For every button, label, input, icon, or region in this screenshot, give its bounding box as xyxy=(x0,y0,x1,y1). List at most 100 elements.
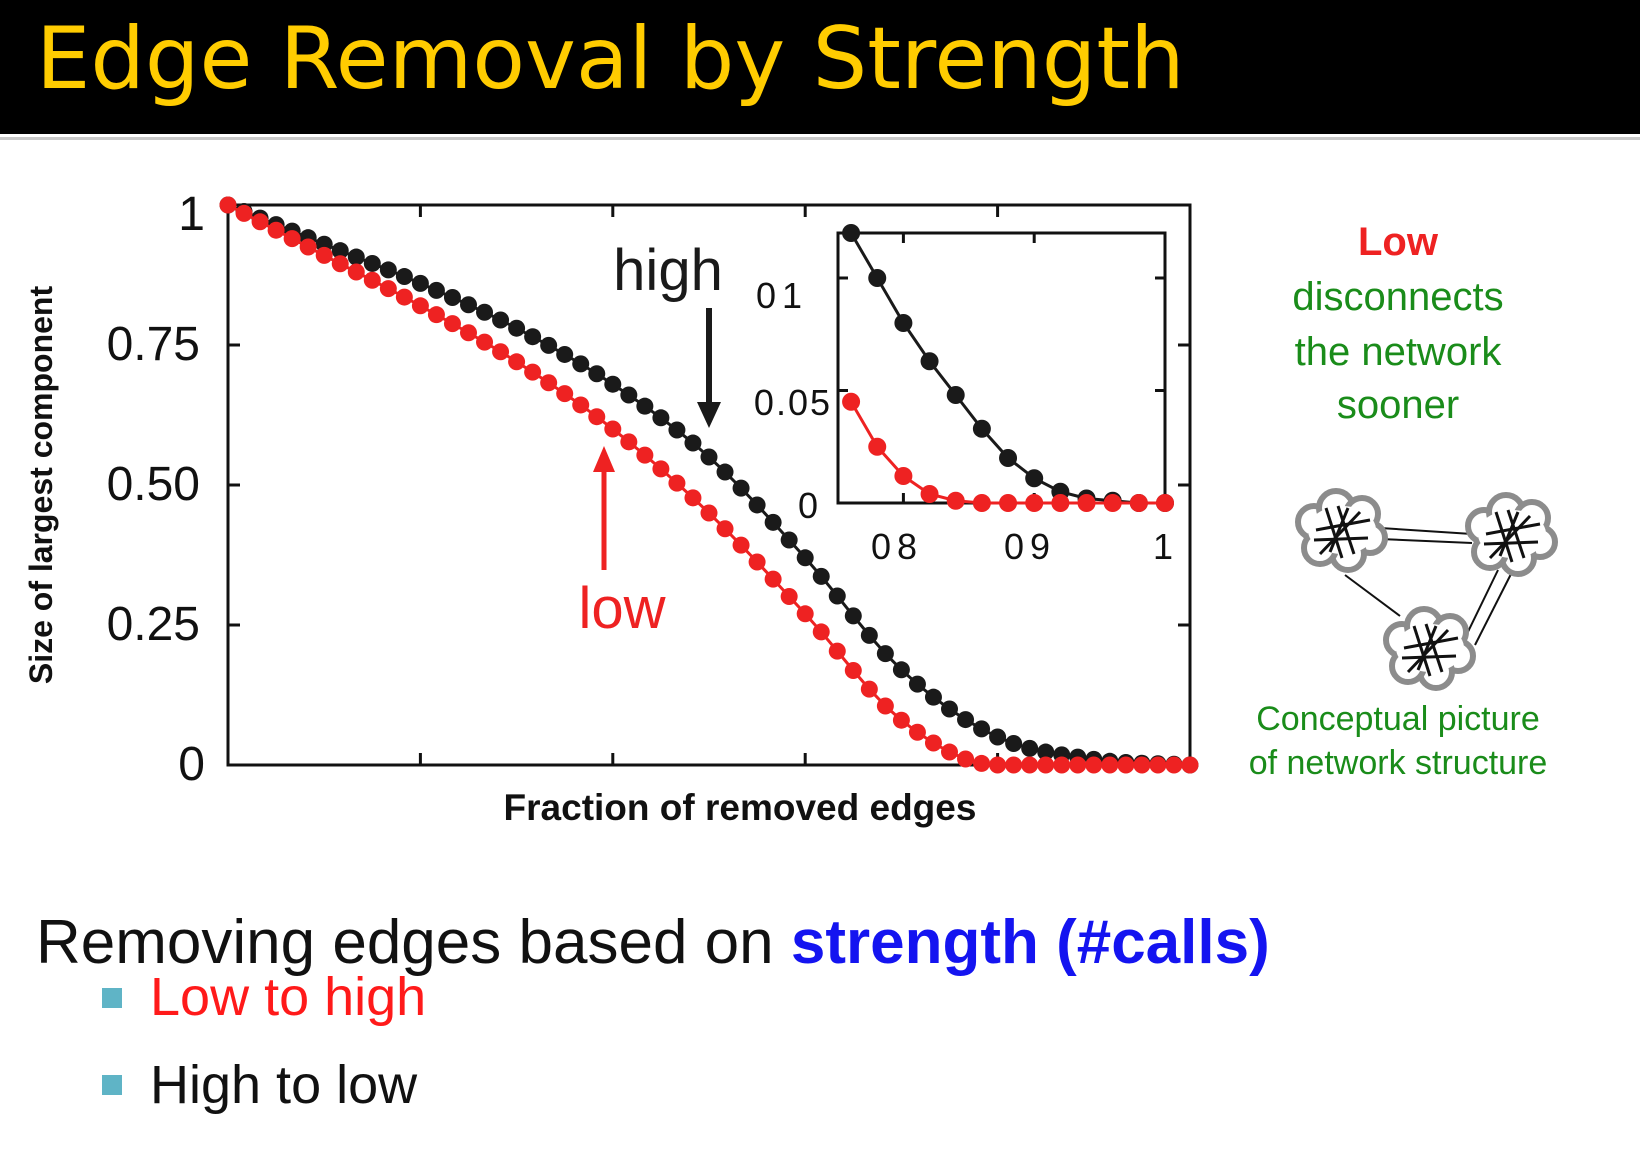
data-point-low xyxy=(427,306,445,324)
inset-data-point-high xyxy=(894,314,913,332)
inset-data-point-high xyxy=(842,224,861,242)
data-point-low xyxy=(347,263,365,281)
data-point-high xyxy=(379,261,397,279)
edge-removal-chart: 1 0.75 0.50 0.25 0 Size of largest compo… xyxy=(23,188,1558,828)
data-point-low xyxy=(941,743,958,761)
diagram-caption-line: Conceptual picture xyxy=(1256,700,1540,738)
bullet-low-to-high: Low to high xyxy=(150,967,427,1027)
bullet-high-to-low: High to low xyxy=(150,1055,418,1115)
data-point-low xyxy=(572,396,590,414)
data-point-high xyxy=(764,513,782,531)
data-point-high xyxy=(347,248,365,266)
y-tick-label: 0.75 xyxy=(107,318,200,371)
data-point-low xyxy=(989,756,1007,774)
data-point-low xyxy=(315,246,333,264)
data-point-low xyxy=(267,221,285,239)
data-point-low xyxy=(1133,756,1151,774)
data-point-high xyxy=(844,607,862,625)
data-point-high xyxy=(524,328,542,346)
bullet-marker xyxy=(102,1075,122,1095)
data-point-high xyxy=(668,421,686,439)
data-point-low xyxy=(716,520,734,538)
inset-data-point-high xyxy=(920,352,939,371)
cluster-cloud xyxy=(1295,488,1388,573)
inset-data-point-high xyxy=(946,386,965,404)
data-point-low xyxy=(299,238,317,256)
inset-data-point-low xyxy=(842,392,861,411)
data-point-high xyxy=(876,645,894,663)
data-point-low xyxy=(780,587,798,605)
inset-data-point-low xyxy=(920,485,939,503)
data-point-high xyxy=(588,365,606,383)
inset-x-tick-label: 09 xyxy=(1004,526,1056,567)
inset-y-tick-label: 0.05 xyxy=(754,382,832,423)
data-point-low xyxy=(524,363,542,381)
inset-data-point-high xyxy=(868,269,887,287)
low-arrow-head xyxy=(593,446,615,472)
inter-cluster-link xyxy=(1474,573,1512,646)
main-axis-ticks xyxy=(228,205,1190,765)
inset-data-point-low xyxy=(999,494,1018,512)
data-point-high xyxy=(652,409,670,427)
data-point-low xyxy=(636,446,654,464)
inset-y-tick-label: 01 xyxy=(756,275,808,316)
data-point-low xyxy=(732,536,750,554)
data-point-high xyxy=(443,289,461,307)
inset-x-tick-label: 08 xyxy=(871,526,923,567)
inset-data-point-high xyxy=(972,419,991,438)
inset-data-point-low xyxy=(972,494,991,512)
data-point-high xyxy=(957,711,975,729)
cluster-cloud xyxy=(1383,606,1476,691)
data-point-low xyxy=(588,408,606,426)
data-point-low xyxy=(251,213,269,231)
y-axis-title: Size of largest component xyxy=(23,286,59,685)
data-point-low xyxy=(860,680,878,698)
data-point-high xyxy=(732,479,750,497)
main-statement-prefix: Removing edges based on xyxy=(36,908,791,977)
data-point-low xyxy=(1149,756,1167,774)
data-point-low xyxy=(748,553,766,571)
data-point-low xyxy=(556,385,574,403)
data-point-high xyxy=(604,375,622,393)
diagram-caption-line: of network structure xyxy=(1249,744,1548,782)
data-point-high xyxy=(620,386,638,404)
data-point-low xyxy=(379,280,397,298)
data-point-high xyxy=(684,434,702,452)
data-point-low xyxy=(973,754,991,772)
inset-data-point-low xyxy=(1103,494,1122,512)
inset-data-point-high xyxy=(1025,469,1044,488)
data-point-high xyxy=(1005,735,1023,753)
data-point-high xyxy=(572,355,590,373)
data-point-high xyxy=(492,311,510,329)
data-point-low xyxy=(219,196,237,214)
main-curves xyxy=(219,196,1199,774)
data-point-high xyxy=(411,274,429,292)
data-point-low xyxy=(1021,756,1039,774)
data-point-high xyxy=(476,303,494,321)
data-point-low xyxy=(700,504,718,522)
inset-data-point-low xyxy=(1025,494,1044,512)
data-point-low xyxy=(892,711,910,729)
inset-x-tick-label: 1 xyxy=(1153,526,1173,567)
data-point-high xyxy=(828,587,846,605)
inset-y-tick-label: 0 xyxy=(798,485,818,526)
inset-data-point-low xyxy=(1077,494,1096,512)
data-point-high xyxy=(556,345,574,363)
side-text-line: sooner xyxy=(1337,383,1459,427)
data-point-high xyxy=(892,661,910,679)
data-point-low xyxy=(395,288,413,306)
data-point-high xyxy=(1021,739,1039,757)
inset-data-point-low xyxy=(894,467,913,485)
high-annotation: high xyxy=(613,238,723,303)
inset-data-point-low xyxy=(1051,494,1070,512)
data-point-low xyxy=(443,315,461,333)
data-point-low xyxy=(908,723,926,741)
data-point-low xyxy=(924,734,942,752)
data-point-low xyxy=(812,623,830,641)
data-point-low xyxy=(684,489,702,507)
data-point-low xyxy=(652,460,670,478)
data-point-high xyxy=(700,448,718,466)
y-tick-label: 0 xyxy=(178,738,205,791)
data-point-high xyxy=(395,268,413,286)
data-point-low xyxy=(235,204,253,222)
